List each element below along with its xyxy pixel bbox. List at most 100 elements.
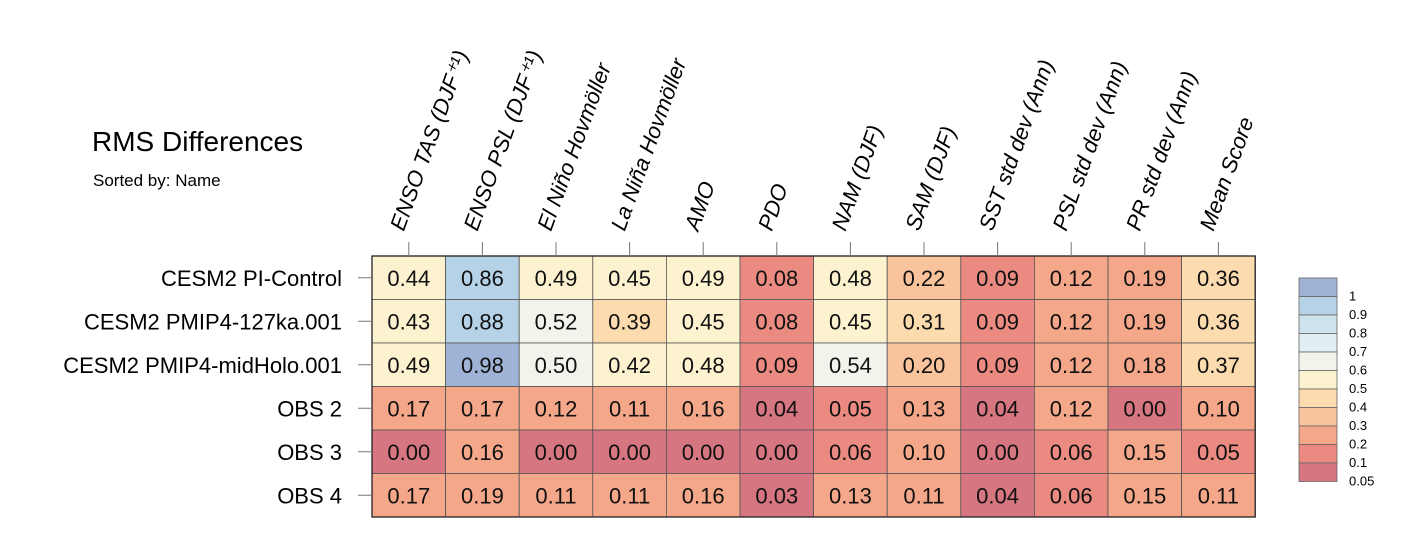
colorbar-swatch [1298, 407, 1338, 427]
cell-value: 0.13 [903, 396, 946, 421]
cell-value: 0.17 [387, 396, 430, 421]
heatmap-cell [1181, 299, 1256, 344]
column-label: La Niña Hovmöller [606, 54, 692, 234]
heatmap-cell [1107, 342, 1182, 387]
cell-value: 0.17 [461, 396, 504, 421]
heatmap-cell [666, 342, 741, 387]
column-label: PSL std dev (Ann) [1047, 58, 1131, 234]
cell-value: 0.45 [608, 266, 651, 291]
heatmap-cell [1034, 429, 1109, 474]
colorbar-swatch [1298, 277, 1338, 297]
heatmap-cell [518, 342, 594, 387]
row-label: CESM2 PMIP4-midHolo.001 [63, 353, 342, 378]
heatmap-cell [592, 342, 667, 387]
cell-value: 0.13 [829, 483, 872, 508]
cell-value: 0.16 [682, 396, 725, 421]
heatmap-cell [371, 473, 446, 518]
heatmap-cell [1181, 429, 1256, 474]
cell-value: 0.06 [829, 440, 872, 465]
heatmap-cell [960, 342, 1035, 387]
heatmap-cell [960, 473, 1035, 518]
cell-value: 0.48 [829, 266, 872, 291]
heatmap-cell [1107, 386, 1182, 431]
column-label: NAM (DJF) [827, 122, 888, 234]
colorbar-swatch [1298, 333, 1338, 353]
cell-value: 0.45 [682, 309, 725, 334]
heatmap-cell [886, 473, 962, 518]
heatmap-cell [813, 255, 888, 300]
cell-value: 0.09 [976, 266, 1019, 291]
cell-value: 0.42 [608, 353, 651, 378]
heatmap-cell [1181, 386, 1256, 431]
cell-value: 0.49 [535, 266, 578, 291]
heatmap-cell [960, 255, 1035, 300]
cell-value: 0.31 [903, 309, 946, 334]
colorbar-label: 0.7 [1349, 344, 1367, 359]
heatmap-cell [1107, 429, 1182, 474]
cell-value: 0.50 [535, 353, 578, 378]
colorbar-label: 0.1 [1349, 455, 1367, 470]
cell-value: 0.11 [535, 483, 576, 508]
heatmap-cell [886, 429, 962, 474]
cell-value: 0.36 [1197, 309, 1240, 334]
cell-value: 0.20 [903, 353, 946, 378]
colorbar-swatch [1298, 370, 1338, 390]
cell-value: 0.09 [755, 353, 798, 378]
colorbar-label: 1 [1349, 289, 1356, 304]
heatmap-cell [445, 299, 520, 344]
colorbar-swatch [1298, 314, 1338, 334]
colorbar-label: 0.05 [1349, 474, 1374, 489]
cell-value: 0.10 [903, 440, 946, 465]
heatmap-cell [1181, 342, 1256, 387]
cell-value: 0.12 [1050, 266, 1093, 291]
cell-value: 0.19 [1123, 309, 1166, 334]
heatmap-cell [666, 473, 741, 518]
cell-value: 0.00 [682, 440, 725, 465]
heatmap-cell [886, 299, 962, 344]
cell-value: 0.15 [1123, 440, 1166, 465]
colorbar-label: 0.4 [1349, 400, 1367, 415]
cell-value: 0.09 [976, 353, 1019, 378]
cell-value: 0.19 [1123, 266, 1166, 291]
heatmap-cell [592, 299, 667, 344]
cell-value: 0.49 [387, 353, 430, 378]
cell-value: 0.06 [1050, 483, 1093, 508]
cell-value: 0.39 [608, 309, 651, 334]
column-label: PDO [753, 180, 793, 233]
row-label: CESM2 PI-Control [161, 266, 342, 291]
heatmap-cell [1034, 299, 1109, 344]
column-label: ENSO TAS (DJF⁺¹) [385, 47, 473, 234]
row-label: CESM2 PMIP4-127ka.001 [84, 309, 342, 334]
cell-value: 0.12 [535, 396, 578, 421]
column-label: ENSO PSL (DJF⁺¹) [459, 47, 547, 234]
cell-value: 0.16 [461, 440, 504, 465]
colorbar-swatch [1298, 351, 1338, 371]
cell-value: 0.18 [1123, 353, 1166, 378]
cell-value: 0.00 [976, 440, 1019, 465]
cell-value: 0.05 [1197, 440, 1240, 465]
heatmap-cell [445, 473, 520, 518]
heatmap-cell [371, 255, 446, 300]
cell-value: 0.00 [387, 440, 430, 465]
cell-value: 0.04 [976, 483, 1019, 508]
column-label: SAM (DJF) [900, 123, 961, 234]
cell-value: 0.37 [1197, 353, 1240, 378]
colorbar-label: 0.8 [1349, 326, 1367, 341]
column-label: El Niño Hovmöller [532, 58, 616, 234]
cell-value: 0.54 [829, 353, 872, 378]
heatmap-cell [1107, 299, 1182, 344]
cell-value: 0.03 [755, 483, 798, 508]
cell-value: 0.98 [461, 353, 504, 378]
colorbar-label: 0.9 [1349, 307, 1367, 322]
heatmap-cell [1034, 255, 1109, 300]
row-label: OBS 2 [277, 396, 342, 421]
heatmap-cell [371, 386, 446, 431]
sort-subtitle: Sorted by: Name [93, 171, 221, 190]
cell-value: 0.04 [976, 396, 1019, 421]
heatmap-cell [518, 429, 594, 474]
heatmap-cell [1034, 473, 1109, 518]
colorbar-swatch [1298, 425, 1338, 445]
heatmap-cell [592, 473, 667, 518]
cell-value: 0.00 [608, 440, 651, 465]
